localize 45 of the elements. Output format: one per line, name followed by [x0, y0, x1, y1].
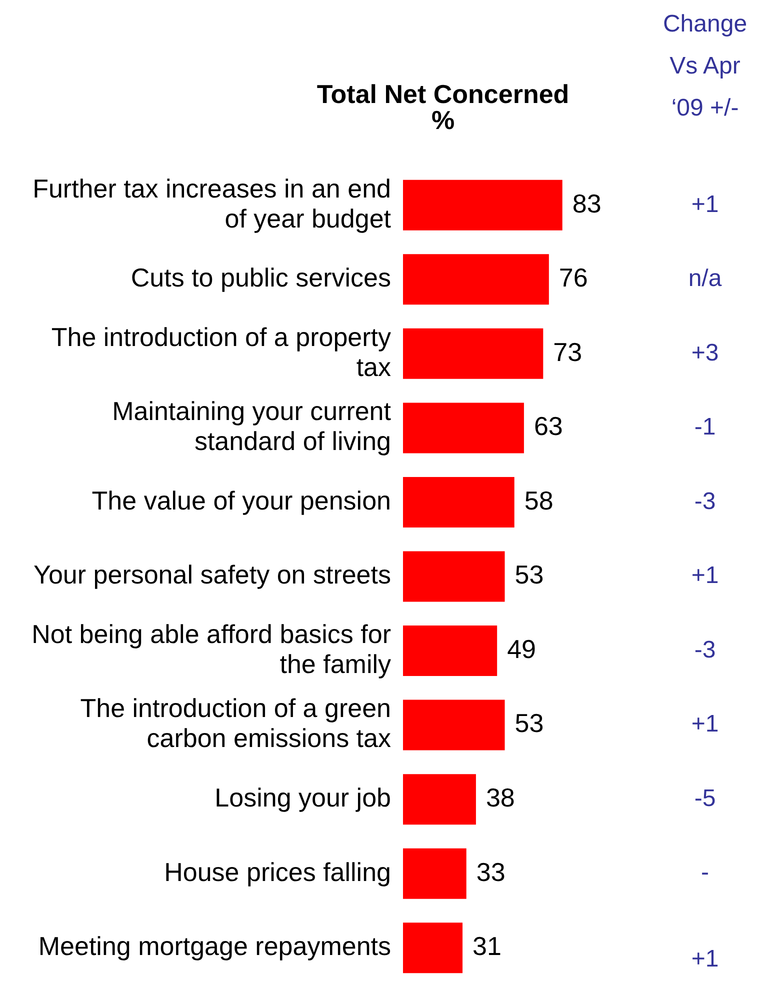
y-tick-label: Your personal safety on streets — [34, 560, 391, 590]
text: +1 — [691, 190, 719, 218]
y-tick-label: Not being able afford basics for the family — [32, 618, 392, 679]
text: - — [701, 859, 709, 886]
bar — [403, 848, 466, 899]
text: -5 — [694, 784, 716, 812]
y-tick-label: The introduction of a green carbon emissions tax — [80, 693, 391, 754]
text: -3 — [694, 488, 716, 515]
text: +1 — [691, 945, 719, 972]
data-label: 73 — [553, 336, 582, 367]
bar — [403, 254, 549, 305]
bar — [403, 402, 524, 454]
text: n/a — [688, 265, 722, 292]
text: +3 — [691, 339, 719, 366]
bar — [403, 626, 498, 676]
data-label: 58 — [524, 485, 554, 516]
data-label: 83 — [572, 188, 602, 218]
bar — [403, 922, 463, 974]
bar — [403, 700, 505, 750]
data-label: 76 — [558, 262, 588, 293]
y-tick-label: House prices falling — [164, 856, 391, 887]
text: +1 — [691, 710, 719, 738]
data-label: 53 — [514, 560, 544, 590]
text: Change Vs Apr ‘09 +/- — [662, 10, 748, 122]
data-label: 33 — [476, 856, 506, 887]
text: -3 — [694, 636, 716, 664]
data-label: 49 — [507, 634, 536, 664]
data-label: 63 — [534, 411, 563, 442]
y-tick-label: Further tax increases in an end of year budget — [32, 173, 392, 234]
bar — [403, 476, 514, 528]
y-tick-label: Losing your job — [214, 782, 391, 812]
y-tick-label: Maintaining your current standard of living — [112, 396, 392, 456]
y-tick-label: Meeting mortgage repayments — [38, 931, 391, 962]
y-tick-label: Cuts to public services — [130, 262, 391, 293]
data-label: 38 — [486, 782, 515, 812]
bar — [403, 328, 544, 379]
bar — [403, 774, 476, 825]
y-tick-label: The introduction of a property tax — [51, 322, 391, 382]
data-label: 31 — [472, 931, 502, 962]
bar — [403, 180, 562, 230]
text: +1 — [691, 562, 719, 590]
y-tick-label: The value of your pension — [92, 485, 391, 516]
bar — [403, 551, 505, 602]
text: -1 — [694, 414, 716, 441]
data-label: 53 — [514, 708, 544, 738]
